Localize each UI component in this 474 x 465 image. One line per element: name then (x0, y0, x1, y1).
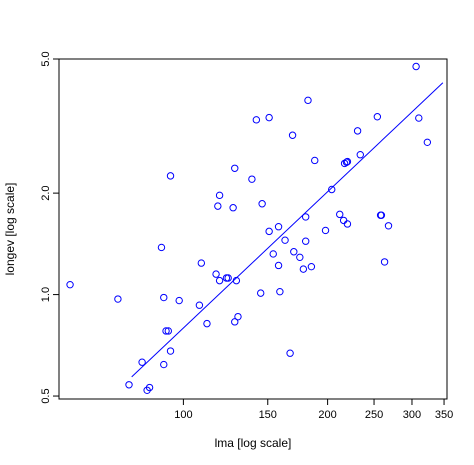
data-point (145, 383, 154, 392)
data-point (384, 222, 393, 230)
data-point (423, 138, 432, 147)
data-point (265, 227, 273, 236)
data-point (290, 248, 298, 256)
x-tick-label: 150 (259, 409, 277, 421)
data-point (175, 296, 183, 305)
data-point (232, 276, 241, 285)
data-point (195, 301, 204, 309)
data-point (229, 204, 237, 212)
data-point (377, 211, 386, 219)
data-point (166, 347, 175, 355)
x-axis: 100 150 200 250 300 350 (174, 399, 453, 421)
data-point (160, 360, 168, 369)
y-tick-label: 0.5 (40, 388, 52, 403)
data-point (125, 381, 133, 389)
data-point (252, 116, 261, 124)
data-point (336, 210, 344, 219)
data-point (114, 295, 122, 303)
x-tick-label: 200 (318, 409, 336, 421)
data-point (274, 261, 283, 270)
data-point (212, 270, 220, 278)
data-point (286, 349, 294, 357)
data-point (356, 151, 364, 159)
x-tick-label: 350 (435, 409, 453, 421)
y-axis: 0.5 1.0 2.0 5.0 (40, 51, 59, 404)
data-point (304, 96, 312, 105)
data-point (234, 312, 242, 321)
data-point (160, 293, 168, 302)
data-point (215, 191, 224, 200)
data-point (373, 113, 382, 121)
data-point (138, 358, 146, 366)
data-point (307, 262, 316, 271)
data-points-layer (66, 62, 432, 395)
y-tick-label: 2.0 (40, 185, 52, 200)
data-point (296, 253, 304, 262)
y-tick-label: 1.0 (40, 287, 52, 302)
data-point (321, 226, 330, 235)
data-point (288, 131, 297, 139)
data-point (281, 236, 289, 244)
data-point (380, 258, 389, 266)
x-tick-label: 250 (365, 409, 383, 421)
data-point (276, 287, 284, 296)
data-point (166, 172, 175, 180)
x-tick-label: 100 (174, 409, 192, 421)
data-point (257, 289, 265, 297)
regression-line (131, 82, 444, 378)
data-point (328, 185, 336, 194)
data-point (258, 200, 266, 208)
regression-line-layer (131, 82, 444, 378)
data-point (203, 319, 211, 328)
data-point (339, 216, 348, 225)
data-point (343, 220, 352, 228)
data-point (343, 157, 352, 166)
y-axis-title: longev [log scale] (3, 183, 17, 276)
y-tick-label: 5.0 (40, 51, 52, 66)
data-point (66, 280, 74, 289)
data-point (269, 250, 277, 258)
data-point (164, 327, 172, 335)
data-point (265, 113, 273, 122)
data-point (311, 156, 319, 165)
data-point (299, 265, 308, 273)
data-point (224, 274, 232, 282)
plot-frame (58, 58, 448, 400)
data-point (231, 318, 239, 326)
data-point (301, 213, 310, 221)
data-point (274, 223, 283, 231)
data-point (415, 114, 423, 122)
data-point (301, 237, 310, 245)
data-point (157, 243, 166, 252)
data-point (412, 62, 420, 71)
data-point (162, 327, 170, 335)
data-point (248, 175, 256, 183)
x-tick-label: 300 (403, 409, 421, 421)
data-point (353, 127, 362, 135)
data-point (197, 259, 206, 267)
data-point (231, 164, 239, 172)
data-point (215, 276, 224, 285)
data-point (214, 202, 222, 210)
x-axis-title: lma [log scale] (215, 436, 292, 450)
